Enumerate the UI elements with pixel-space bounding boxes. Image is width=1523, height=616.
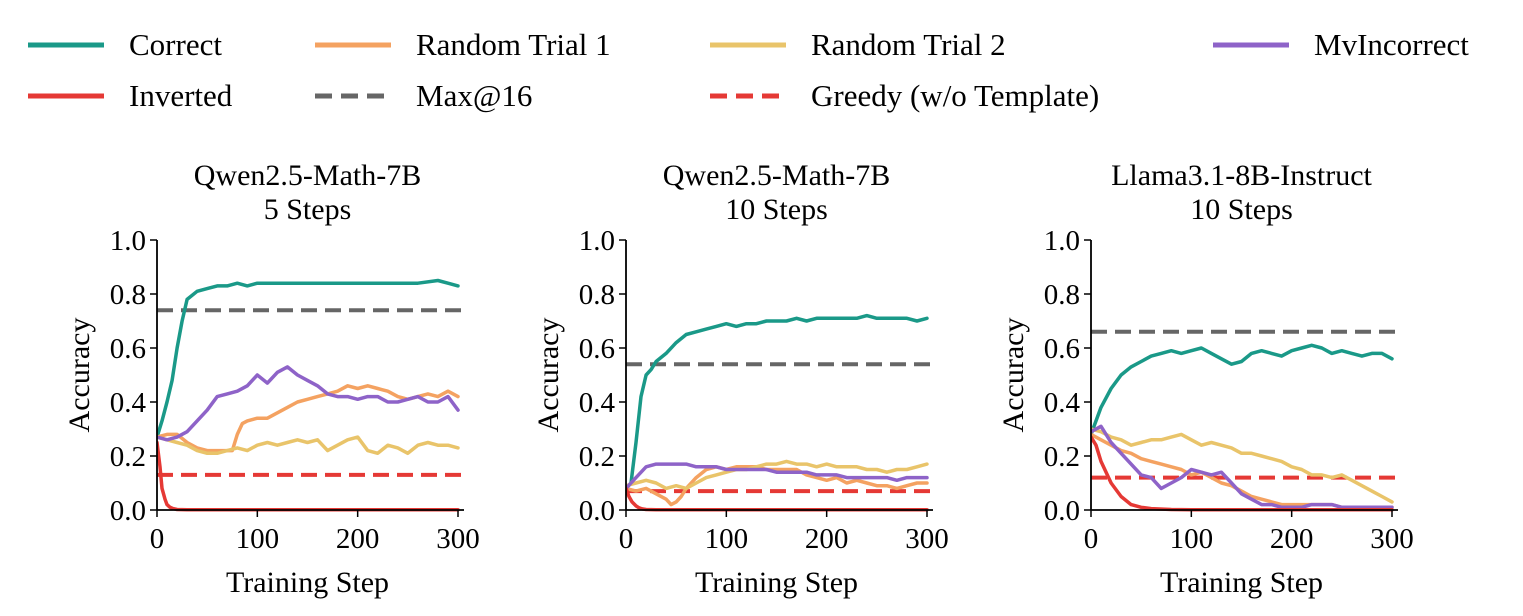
series-line-mvincorrect [1091,424,1394,510]
x-tick-label: 100 [236,523,280,555]
y-axis-label: Accuracy [997,318,1030,433]
x-axis-label: Training Step [695,566,858,599]
legend-item-correct: Correct [28,25,222,65]
x-tick-label: 0 [150,523,165,555]
legend-swatch-mvincorrect [1213,42,1289,48]
y-tick-label: 1.0 [579,225,615,257]
y-tick-label: 0.0 [1044,495,1080,527]
series-line-random-trial-2 [626,459,929,491]
series-line-random-trial-2 [157,435,460,456]
series-line-correct [157,278,460,439]
chart-title-line-2: 10 Steps [725,193,828,226]
chart-title-line-1: Qwen2.5-Math-7B [194,159,421,192]
legend-swatch-max16 [315,93,391,99]
legend-label-max16: Max@16 [416,78,533,113]
y-tick-label: 1.0 [1044,225,1080,257]
y-tick-label: 0.4 [1044,387,1081,419]
x-tick-label: 100 [1170,523,1214,555]
legend-label-mvincorrect: MvIncorrect [1314,27,1469,62]
series-line-mvincorrect [157,365,460,442]
series-line-mvincorrect [626,462,929,491]
series-line-inverted [1091,435,1394,512]
y-tick-label: 0.2 [1044,441,1080,473]
y-tick-label: 0.6 [110,333,146,365]
legend: Correct Random Trial 1 Random Trial 2 Mv… [0,0,1523,130]
series-line-correct [1091,343,1394,437]
y-tick-label: 0.6 [579,333,615,365]
legend-item-max16: Max@16 [315,76,532,116]
x-tick-label: 0 [619,523,634,555]
x-tick-label: 300 [905,523,949,555]
y-tick-label: 0.8 [1044,279,1080,311]
legend-label-random-trial-2: Random Trial 2 [811,27,1006,62]
series-line-random-trial-2 [1091,427,1394,504]
legend-item-greedy: Greedy (w/o Template) [710,76,1099,116]
x-axis-label: Training Step [1160,566,1323,599]
y-tick-label: 0.4 [579,387,616,419]
x-tick-label: 200 [336,523,380,555]
x-tick-label: 0 [1084,523,1099,555]
y-tick-label: 0.2 [579,441,615,473]
x-tick-label: 300 [436,523,480,555]
legend-label-inverted: Inverted [129,78,233,113]
legend-item-random-trial-1: Random Trial 1 [315,25,611,65]
chart-title-line-2: 10 Steps [1190,193,1293,226]
y-tick-label: 0.0 [110,495,146,527]
legend-label-correct: Correct [129,27,222,62]
series-line-correct [626,313,929,491]
chart-title-line-1: Qwen2.5-Math-7B [663,159,890,192]
legend-label-random-trial-1: Random Trial 1 [416,27,611,62]
x-tick-label: 100 [705,523,749,555]
y-tick-label: 1.0 [110,225,146,257]
x-axis-label: Training Step [226,566,389,599]
y-tick-label: 0.8 [579,279,615,311]
legend-item-random-trial-2: Random Trial 2 [710,25,1006,65]
chart-title-line-1: Llama3.1-8B-Instruct [1111,159,1372,192]
y-axis-label: Accuracy [532,318,565,433]
legend-label-greedy: Greedy (w/o Template) [811,78,1100,113]
x-tick-label: 200 [1270,523,1314,555]
y-tick-label: 0.0 [579,495,615,527]
legend-swatch-inverted [28,93,104,99]
chart-panel-1: Qwen2.5-Math-7B5 Steps 0.0 0.2 0.4 0.6 0.8 1.0… [63,159,480,599]
chart-title-line-2: 5 Steps [264,193,352,226]
legend-swatch-correct [28,42,104,48]
x-tick-label: 200 [805,523,849,555]
legend-swatch-random-trial-2 [710,42,786,48]
legend-item-mvincorrect: MvIncorrect [1213,25,1469,65]
x-tick-label: 300 [1370,523,1414,555]
y-axis-label: Accuracy [63,318,96,433]
legend-swatch-random-trial-1 [315,42,391,48]
y-tick-label: 0.4 [110,387,147,419]
y-tick-label: 0.2 [110,441,146,473]
legend-swatch-greedy [710,93,786,99]
y-tick-label: 0.8 [110,279,146,311]
y-tick-label: 0.6 [1044,333,1080,365]
legend-item-inverted: Inverted [28,76,232,116]
